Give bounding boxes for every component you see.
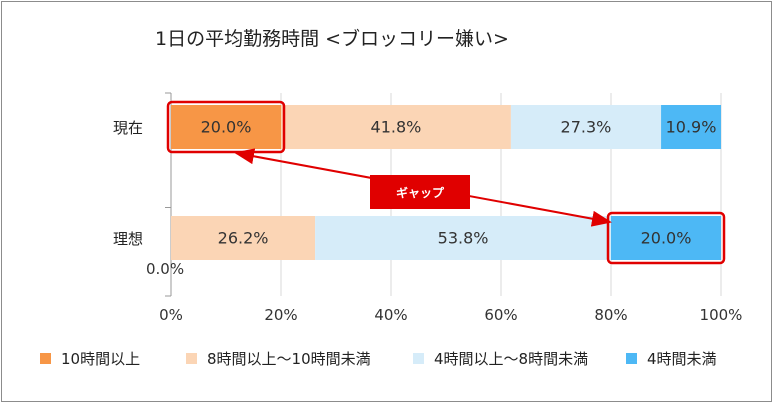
highlight-box-current bbox=[166, 100, 286, 154]
legend-swatch bbox=[40, 353, 51, 364]
bar-segment bbox=[171, 105, 281, 149]
highlight-box-ideal bbox=[606, 211, 726, 265]
bar-segment bbox=[661, 105, 721, 149]
x-tick-label: 100% bbox=[699, 306, 743, 324]
zero-value-label: 0.0% bbox=[146, 260, 185, 278]
data-label: 41.8% bbox=[370, 117, 422, 137]
data-label: 26.2% bbox=[217, 228, 269, 248]
category-label: 理想 bbox=[113, 230, 144, 248]
chart-title: 1日の平均勤務時間 <ブロッコリー嫌い> bbox=[155, 28, 509, 50]
bar-segment bbox=[281, 105, 511, 149]
bar-segment bbox=[611, 216, 721, 260]
data-label: 27.3% bbox=[560, 117, 612, 137]
legend-item-4-to-8h: 4時間以上〜8時間未満 bbox=[413, 348, 588, 369]
legend-swatch bbox=[626, 353, 637, 364]
x-tick-label: 60% bbox=[484, 306, 518, 324]
bar-segment bbox=[510, 105, 662, 149]
legend-label: 4時間以上〜8時間未満 bbox=[434, 350, 589, 368]
x-tick-label: 20% bbox=[264, 306, 298, 324]
legend-label: 8時間以上〜10時間未満 bbox=[207, 350, 371, 368]
legend-swatch bbox=[186, 353, 197, 364]
data-label: 20.0% bbox=[200, 117, 252, 137]
gap-callout: ギャップ bbox=[370, 175, 470, 209]
data-label: 20.0% bbox=[640, 228, 692, 248]
legend-label: 10時間以上 bbox=[61, 350, 141, 368]
legend-item-10h-plus: 10時間以上 bbox=[40, 348, 140, 369]
legend-item-under-4h: 4時間未満 bbox=[626, 348, 717, 369]
legend-swatch bbox=[413, 353, 424, 364]
data-label: 10.9% bbox=[665, 117, 717, 137]
legend: 10時間以上 8時間以上〜10時間未満 4時間以上〜8時間未満 4時間未満 bbox=[0, 348, 775, 372]
x-tick-label: 80% bbox=[594, 306, 628, 324]
x-tick-label: 0% bbox=[159, 306, 183, 324]
x-tick-label: 40% bbox=[374, 306, 408, 324]
legend-label: 4時間未満 bbox=[647, 350, 717, 368]
legend-item-8-to-10h: 8時間以上〜10時間未満 bbox=[186, 348, 371, 369]
category-label: 現在 bbox=[113, 119, 144, 137]
data-label: 53.8% bbox=[437, 228, 489, 248]
